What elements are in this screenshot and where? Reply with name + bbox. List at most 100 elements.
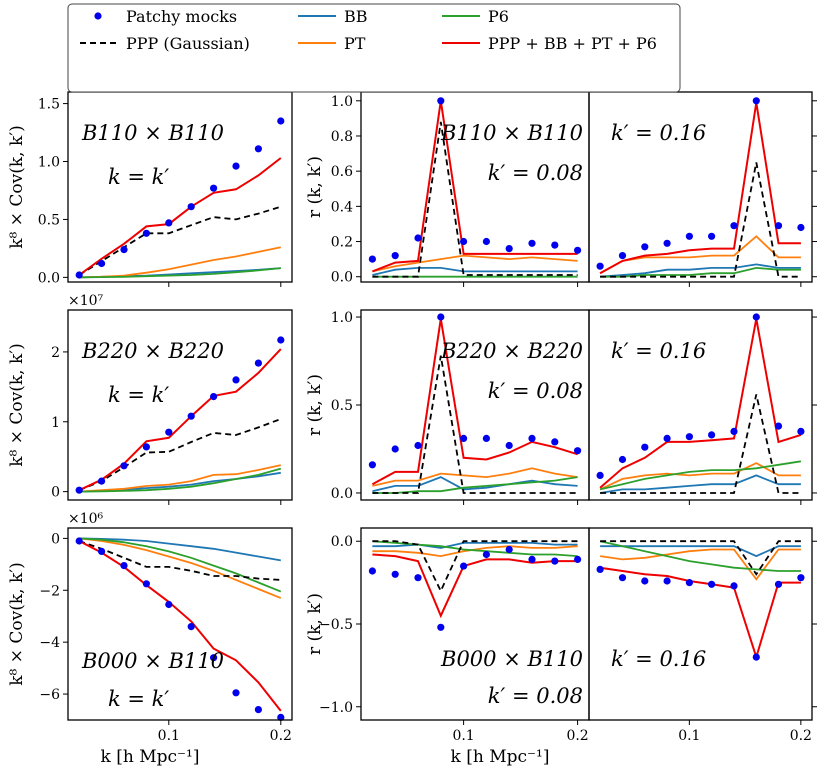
series-bb-line xyxy=(79,537,281,562)
mock-point xyxy=(277,336,285,344)
mock-point xyxy=(414,574,422,582)
y-tick-label: −0.5 xyxy=(319,617,353,633)
panel-annotation: B220 × B220 xyxy=(81,339,224,363)
legend-label-bb: BB xyxy=(344,7,368,26)
mock-point xyxy=(187,412,195,420)
series-total-line xyxy=(78,348,282,492)
series-total-line xyxy=(599,102,801,275)
mock-point xyxy=(368,255,376,263)
panel-annotation-k: k = k′ xyxy=(108,687,169,711)
series-ppp-line xyxy=(372,540,578,593)
panel-2-cov: 0 1 2 ×10⁷ B220 × B220 k = k′ k⁸ × Cov(k, k′) xyxy=(7,293,293,505)
mock-point xyxy=(708,232,716,240)
mock-point xyxy=(75,486,83,494)
panel-2-r-right: k′ = 0.16 xyxy=(588,309,817,505)
series-p6-line xyxy=(599,460,802,491)
mock-point xyxy=(797,427,805,435)
mock-point xyxy=(437,313,445,321)
series-ppp-line xyxy=(372,121,578,278)
series-total-line xyxy=(372,553,578,619)
mock-point xyxy=(663,239,671,247)
mock-point xyxy=(210,184,218,192)
panel-annotation-k: k′ = 0.16 xyxy=(611,339,706,363)
y-tick-label: 1 xyxy=(51,415,60,431)
mock-point xyxy=(98,477,106,485)
series-pt-line xyxy=(79,246,281,279)
mock-point xyxy=(368,461,376,469)
mock-point xyxy=(482,237,490,246)
legend-label-ppp: PPP (Gaussian) xyxy=(126,34,250,53)
series-total-line xyxy=(78,540,282,712)
panel-1-r-left: 0.0 0.2 0.4 0.6 0.8 1.0 B110 × B110 k′ = 0.08 r … xyxy=(305,91,590,287)
mock-point xyxy=(165,428,173,436)
y-tick-label: −6 xyxy=(39,687,60,703)
x-tick-label: 0.2 xyxy=(270,728,292,744)
series-bb-line xyxy=(600,263,801,278)
mock-point xyxy=(596,565,604,574)
mock-point xyxy=(142,229,150,237)
mock-point xyxy=(752,313,760,321)
legend-label-p6: P6 xyxy=(488,7,509,26)
mock-point xyxy=(641,243,649,251)
mock-point xyxy=(414,441,422,450)
mock-point xyxy=(574,447,582,455)
y-axis-label: r (k, k′) xyxy=(305,156,325,218)
panel-annotation-k: k = k′ xyxy=(108,383,169,407)
mock-point xyxy=(618,252,627,260)
legend-marker-mocks xyxy=(94,12,102,20)
mock-point xyxy=(685,232,694,240)
mock-point xyxy=(618,574,627,582)
y-axis-label: k⁸ × Cov(k, k′) xyxy=(7,125,27,249)
y-tick-label: 0.2 xyxy=(331,235,353,251)
x-axis-label: k [h Mpc⁻¹] xyxy=(451,747,550,767)
series-ppp-line xyxy=(372,355,578,494)
series-ppp-line xyxy=(600,540,801,576)
panel-annotation: B000 × B110 xyxy=(81,649,224,673)
panel-annotation: B000 × B110 xyxy=(440,647,583,671)
axes-frame xyxy=(67,309,293,501)
series-bb-line xyxy=(372,542,578,549)
y-tick-label: 2 xyxy=(51,345,60,361)
series-ppp-line xyxy=(78,418,282,492)
panel-annotation-k: k′ = 0.08 xyxy=(488,161,583,185)
y-tick-label: 0 xyxy=(51,485,60,501)
x-tick-label: 0.1 xyxy=(678,728,700,744)
y-tick-label: 1.0 xyxy=(331,310,353,326)
series-bb-line xyxy=(372,476,578,493)
mock-point xyxy=(596,471,604,479)
series-bb-line xyxy=(372,266,578,276)
mock-point xyxy=(210,393,218,401)
mock-point xyxy=(120,246,128,254)
y-tick-label: 0.5 xyxy=(331,398,353,414)
y-tick-label: 0.8 xyxy=(331,129,353,145)
x-tick-label: 0.2 xyxy=(566,728,588,744)
legend-box xyxy=(67,3,681,93)
mock-point xyxy=(391,445,399,453)
mock-point xyxy=(98,547,106,556)
y-tick-label: −1.0 xyxy=(319,700,353,716)
series-bb-line xyxy=(600,545,801,558)
mock-point xyxy=(663,577,671,585)
legend-label-pt: PT xyxy=(344,34,366,53)
y-tick-label: 0.0 xyxy=(331,486,353,502)
series-pt-line xyxy=(599,235,801,274)
panel-annotation: B110 × B110 xyxy=(81,121,224,145)
mock-point xyxy=(232,376,240,384)
mock-point xyxy=(774,580,783,588)
mock-point xyxy=(437,97,445,105)
mock-point xyxy=(254,145,262,153)
mock-point xyxy=(797,223,805,232)
mock-point xyxy=(460,434,468,442)
y-axis-label: r (k, k′) xyxy=(305,593,325,655)
y-tick-label: 1.0 xyxy=(331,94,353,110)
mock-point xyxy=(165,219,173,227)
series-pt-line xyxy=(372,254,578,273)
mock-point xyxy=(460,562,468,570)
series-p6-line xyxy=(79,537,282,593)
y-tick-label: 0.0 xyxy=(38,270,60,286)
mock-point xyxy=(528,555,536,564)
mock-point xyxy=(574,246,582,254)
panel-annotation-k: k′ = 0.08 xyxy=(488,684,583,708)
series-p6-line xyxy=(79,467,282,493)
